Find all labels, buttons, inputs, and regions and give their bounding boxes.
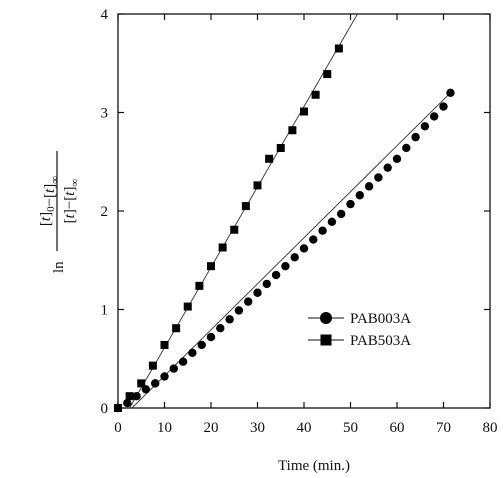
point-pab003a (383, 163, 392, 172)
point-pab003a (446, 88, 455, 98)
point-pab003a (439, 102, 448, 111)
point-pab003a (271, 270, 281, 280)
y-tick-label: 0 (101, 401, 109, 417)
y-axis-title: ln [t]0−[t]∞ [t]−[t]∞ (38, 151, 81, 273)
point-pab503a (148, 361, 157, 370)
point-pab503a (311, 90, 320, 99)
point-pab503a (218, 243, 227, 252)
point-pab003a (327, 217, 337, 227)
x-tick-label: 20 (204, 420, 219, 436)
point-pab503a (207, 262, 215, 271)
data-points (113, 44, 455, 413)
point-pab503a (276, 143, 285, 152)
point-pab503a (183, 302, 192, 311)
point-pab503a (241, 202, 250, 211)
point-pab003a (430, 112, 439, 121)
point-pab503a (323, 70, 332, 79)
legend-label: PAB003A (350, 311, 411, 327)
point-pab003a (123, 398, 132, 408)
point-pab003a (197, 340, 206, 350)
point-pab503a (265, 154, 274, 163)
legend-marker-square (320, 334, 332, 346)
point-pab003a (355, 191, 364, 200)
point-pab003a (281, 261, 290, 271)
point-pab503a (253, 181, 262, 190)
point-pab003a (216, 324, 225, 333)
point-pab003a (318, 226, 327, 235)
point-pab003a (364, 182, 374, 191)
point-pab003a (290, 253, 299, 262)
point-pab503a (172, 324, 181, 333)
point-pab003a (337, 209, 346, 219)
point-pab003a (374, 173, 383, 182)
point-pab003a (299, 244, 309, 253)
point-pab003a (420, 122, 430, 131)
point-pab003a (132, 391, 141, 401)
x-tick-label: 50 (343, 420, 358, 436)
point-pab503a (288, 126, 297, 135)
x-axis-title: Time (min.) (278, 458, 350, 474)
x-tick-label: 0 (114, 420, 122, 436)
point-pab503a (114, 404, 122, 412)
fit-line-pab003a (131, 92, 451, 409)
point-pab503a (160, 340, 169, 349)
point-pab003a (151, 379, 160, 388)
y-tick-label: 1 (101, 303, 109, 319)
x-tick-label: 40 (297, 420, 312, 436)
y-tick-label: 3 (101, 106, 109, 122)
point-pab503a (300, 107, 308, 116)
y-axis-title-denominator: [t]−[t]∞ (62, 179, 81, 224)
point-pab003a (178, 357, 188, 366)
point-pab003a (262, 279, 271, 289)
legend-label: PAB503A (350, 333, 411, 349)
point-pab003a (244, 297, 253, 306)
point-pab003a (346, 199, 355, 209)
point-pab003a (402, 143, 411, 153)
axes: 0 10 20 30 40 50 60 70 80 0 1 2 3 4 (101, 7, 498, 436)
legend: PAB003A PAB503A (308, 311, 411, 349)
point-pab003a (309, 235, 318, 244)
x-tick-label: 60 (390, 420, 405, 436)
point-pab003a (188, 348, 197, 358)
x-tick-label: 80 (483, 420, 498, 436)
x-tick-label: 10 (157, 420, 172, 436)
point-pab503a (137, 379, 146, 388)
y-tick-label: 2 (101, 204, 109, 220)
point-pab003a (234, 306, 244, 315)
point-pab003a (411, 132, 420, 142)
point-pab503a (334, 44, 343, 53)
point-pab003a (169, 364, 178, 373)
plot-frame (117, 13, 491, 409)
legend-marker-circle (320, 312, 332, 324)
point-pab003a (206, 332, 216, 342)
point-pab003a (160, 372, 169, 381)
y-tick-label: 4 (101, 7, 109, 23)
point-pab503a (230, 225, 239, 234)
point-pab003a (392, 154, 402, 163)
x-tick-label: 70 (436, 420, 451, 436)
point-pab503a (195, 281, 204, 290)
y-axis-title-prefix: ln (51, 261, 67, 273)
point-pab003a (225, 315, 234, 324)
point-pab003a (253, 288, 262, 297)
x-tick-label: 30 (250, 420, 265, 436)
point-pab503a (125, 392, 134, 401)
y-axis-title-numerator: [t]0−[t]∞ (38, 176, 61, 226)
